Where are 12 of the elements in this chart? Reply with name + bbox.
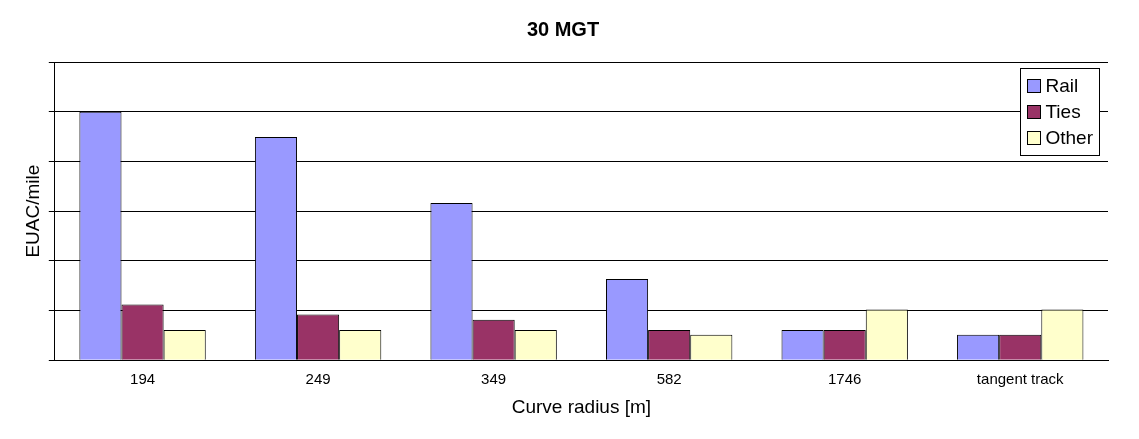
x-tick-label: 349 (481, 370, 507, 388)
x-tick-label: 194 (130, 370, 156, 388)
legend-label: Other (1045, 126, 1093, 150)
x-tick-label: 1746 (828, 370, 862, 388)
x-tick-label: tangent track (976, 370, 1065, 388)
legend-label: Rail (1045, 74, 1079, 98)
x-tick-label: 582 (656, 370, 682, 388)
y-axis-title: EUAC/mile (21, 164, 43, 258)
x-tick-label: 249 (305, 370, 331, 388)
x-axis-title: Curve radius [m] (511, 395, 652, 417)
chart-title: 30 MGT (526, 17, 600, 40)
legend-label: Ties (1045, 100, 1081, 124)
